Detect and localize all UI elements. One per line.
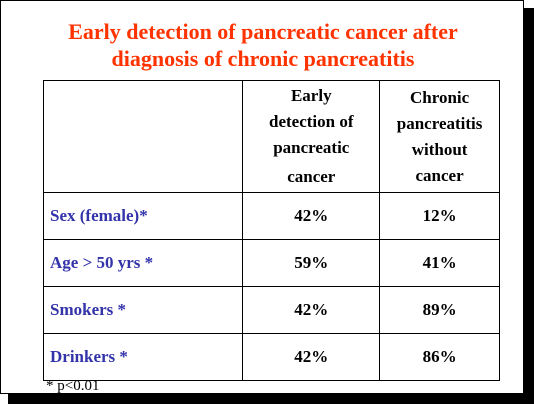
header-early-detection: Early detection of pancreatic cancer — [242, 80, 381, 193]
title-line-1: Early detection of pancreatic cancer aft… — [68, 19, 458, 44]
header-chronic-line-1: Chronic — [409, 87, 470, 107]
table-row: Smokers * 42% 89% — [42, 286, 500, 334]
chronic-value: 12% — [379, 192, 500, 240]
table-row: Drinkers * 42% 86% — [42, 333, 500, 381]
header-early-line-3: pancreatic — [273, 138, 350, 157]
slide: Early detection of pancreatic cancer aft… — [0, 0, 524, 394]
early-value: 59% — [242, 239, 381, 287]
early-value: 42% — [242, 333, 381, 381]
title-line-2: diagnosis of chronic pancreatitis — [111, 46, 415, 71]
table-row: Age > 50 yrs * 59% 41% — [42, 239, 500, 287]
header-early-line-4: cancer — [287, 167, 336, 186]
slide-shadow-bottom — [8, 394, 534, 404]
header-chronic-pancreatitis: Chronic pancreatitis without cancer — [379, 80, 500, 193]
results-table: Early detection of pancreatic cancer Chr… — [42, 80, 500, 381]
early-value: 42% — [242, 286, 381, 334]
chronic-value: 86% — [379, 333, 500, 381]
chronic-value: 41% — [379, 239, 500, 287]
slide-shadow-right — [524, 8, 534, 404]
row-label: Age > 50 yrs * — [42, 239, 244, 287]
row-label: Sex (female)* — [42, 192, 244, 240]
header-early-line-1: Early — [290, 86, 332, 105]
footnote: * p<0.01 — [46, 378, 100, 394]
table-header-row: Early detection of pancreatic cancer Chr… — [42, 80, 500, 193]
row-label: Drinkers * — [42, 333, 244, 381]
early-value: 42% — [242, 192, 381, 240]
header-early-line-2: detection of — [269, 112, 354, 131]
row-label: Smokers * — [42, 286, 244, 334]
header-chronic-line-2: pancreatitis — [396, 113, 483, 133]
header-empty-cell — [42, 80, 244, 193]
table-row: Sex (female)* 42% 12% — [42, 192, 500, 240]
chronic-value: 89% — [379, 286, 500, 334]
header-chronic-line-4: cancer — [415, 165, 464, 185]
slide-title: Early detection of pancreatic cancer aft… — [1, 18, 525, 72]
header-chronic-line-3: without — [411, 139, 468, 159]
